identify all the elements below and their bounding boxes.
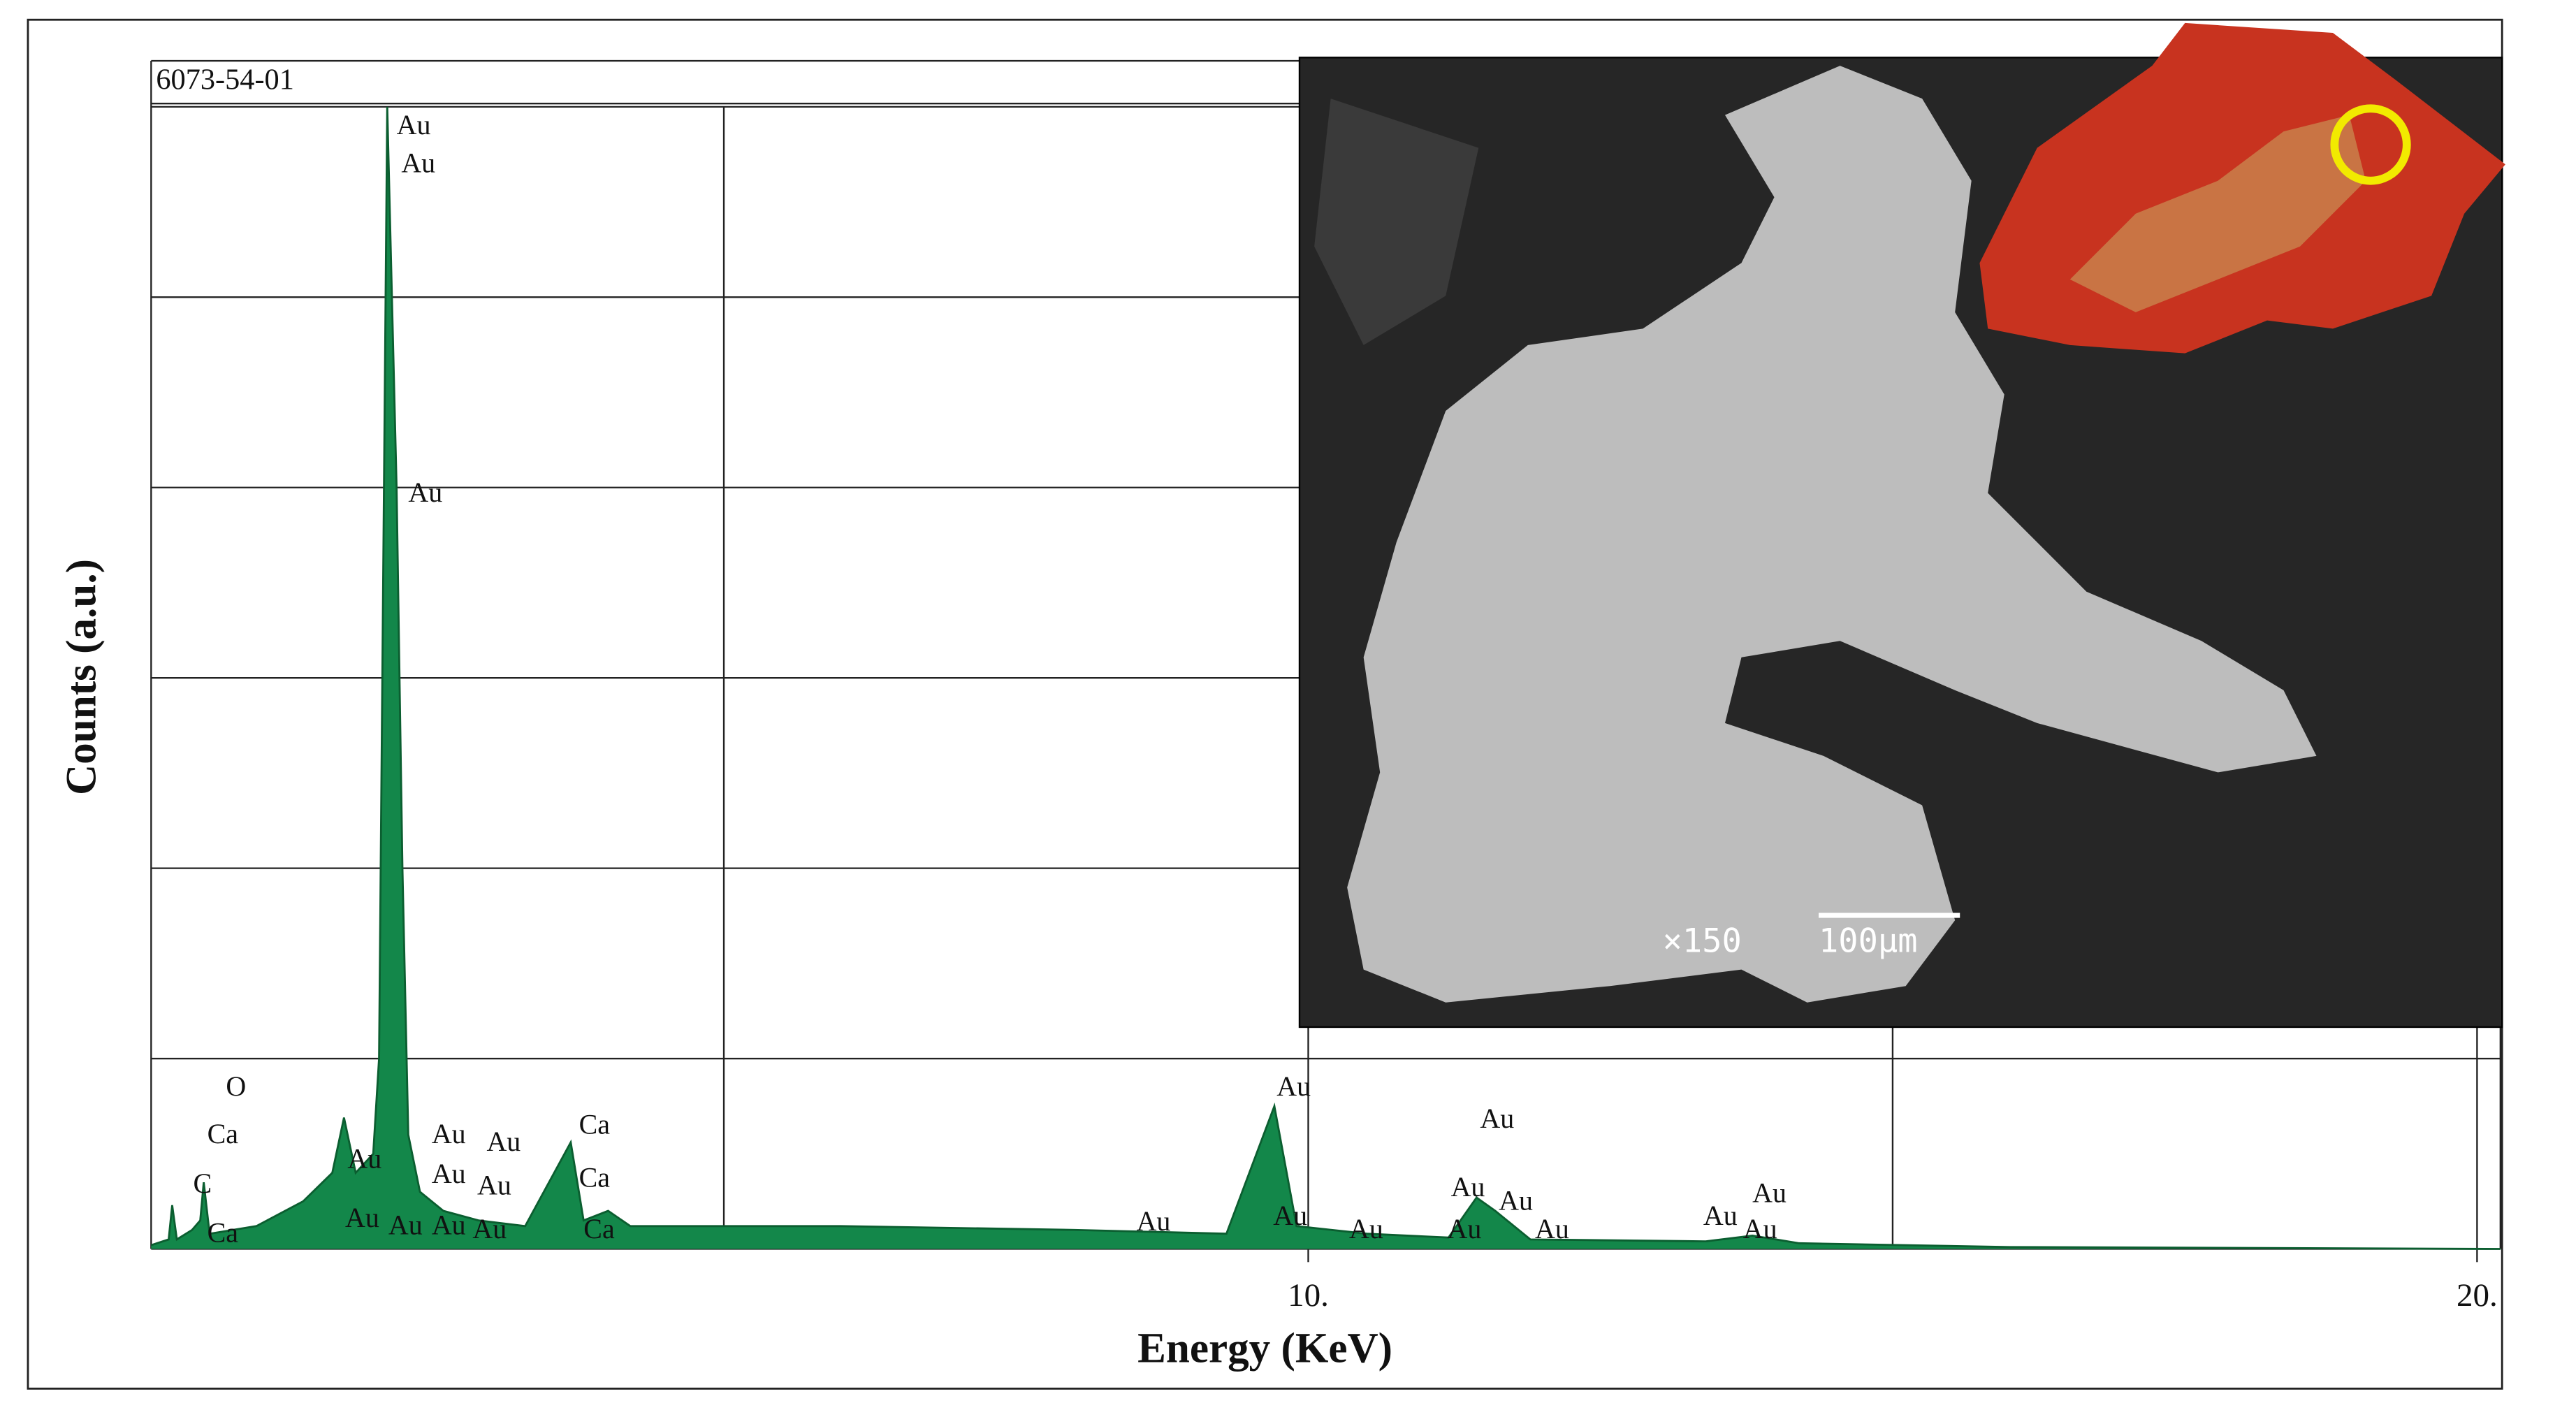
element-label: Au [1752,1177,1787,1208]
element-label: Au [388,1209,423,1241]
scale-label: 100μm [1819,922,1918,961]
element-label: Au [1349,1213,1383,1244]
element-label: Au [486,1126,521,1157]
element-label: Au [347,1142,381,1174]
header-label: 6073-54-01 [156,63,293,96]
element-label: Ca [208,1118,239,1149]
element-label: Au [1273,1200,1307,1231]
element-label: Au [1276,1070,1311,1102]
element-label: Au [432,1118,466,1149]
element-label: Au [408,477,442,508]
element-label: Au [1137,1205,1171,1237]
sem-shadow [1314,99,1479,345]
element-label: Ca [579,1162,611,1193]
sem-inset: ×150 100μm [1298,22,2505,1029]
element-label: Au [397,109,431,140]
element-label: Au [1448,1213,1482,1244]
element-label: Au [1480,1103,1514,1134]
element-label: Ca [583,1213,615,1244]
area-fill [151,106,2501,1249]
element-label: Ca [208,1217,239,1249]
sem-particle [1347,66,2317,1003]
spectrum-line [150,106,2501,1250]
element-label: Au [401,147,435,179]
magnification: ×150 [1663,922,1742,961]
element-label: Au [1535,1213,1569,1244]
x-tick-label: 20. [2457,1277,2498,1314]
x-axis-label: Energy (KeV) [1137,1325,1392,1372]
x-tick-label: 10. [1288,1277,1329,1314]
y-axis-label: Counts (a.u.) [58,559,105,795]
element-label: Au [1499,1184,1533,1216]
element-label: Ca [579,1108,611,1140]
element-label: C [194,1168,212,1199]
element-label: Au [432,1209,466,1241]
fragment-gilding [2069,115,2366,312]
element-label: Au [477,1169,511,1200]
element-label: Au [1451,1171,1485,1202]
element-label: Au [1703,1200,1738,1231]
sample-spot [2330,104,2411,185]
element-label: Au [472,1213,507,1244]
element-label: Au [345,1202,379,1233]
element-label: O [226,1070,246,1102]
element-label: Au [1743,1213,1777,1244]
element-label: Au [432,1158,466,1189]
